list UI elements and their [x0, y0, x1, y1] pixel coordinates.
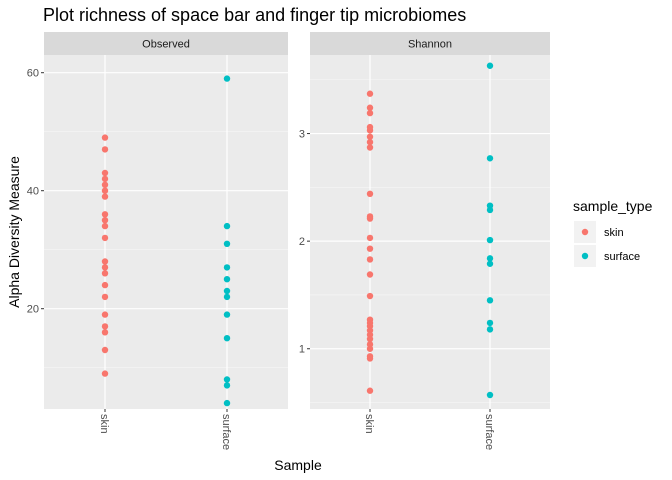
x-tick-label: skin [98, 414, 110, 434]
data-point-surface [486, 391, 494, 399]
data-point-skin [366, 387, 374, 394]
data-point-skin [101, 146, 109, 153]
data-point-skin [101, 346, 109, 354]
y-tick-label: 1 [299, 344, 305, 356]
data-point-skin [366, 90, 374, 97]
data-point-skin [101, 281, 109, 289]
data-point-skin [366, 292, 374, 300]
x-tick-label: surface [220, 414, 232, 450]
data-point-skin [366, 144, 374, 151]
data-point-surface [223, 399, 231, 407]
data-point-skin [101, 270, 109, 277]
legend-title: sample_type [573, 198, 653, 214]
y-tick-label: 20 [27, 304, 39, 316]
data-point-skin [366, 234, 374, 242]
legend-marker-surface [581, 252, 589, 260]
data-point-surface [223, 335, 231, 342]
data-point-skin [101, 134, 109, 141]
legend: sample_type skin surface [573, 198, 653, 267]
data-point-surface [486, 236, 494, 244]
data-point-surface [486, 206, 494, 214]
data-point-surface [486, 260, 494, 267]
data-point-surface [223, 240, 231, 247]
panel-observed: Observed 20 40 60 skin surface [27, 32, 288, 450]
x-tick-label: surface [483, 414, 495, 450]
facet-strip [310, 32, 550, 55]
x-tick-label: skin [363, 414, 375, 434]
data-point-skin [101, 169, 109, 177]
data-point-skin [366, 104, 374, 111]
data-point-skin [101, 222, 109, 230]
data-point-skin [101, 175, 109, 183]
data-point-skin [366, 335, 374, 343]
chart-title: Plot richness of space bar and finger ti… [43, 5, 466, 25]
y-axis-title: Alpha Diversity Measure [6, 156, 22, 308]
data-point-skin [366, 345, 374, 352]
panel-shannon: Shannon 1 2 3 skin surface [299, 32, 550, 450]
data-point-skin [366, 133, 374, 140]
data-point-skin [366, 245, 374, 252]
data-point-skin [366, 109, 374, 117]
facet-strip-label: Observed [142, 39, 190, 51]
data-point-surface [486, 326, 494, 333]
data-point-skin [101, 311, 109, 318]
data-point-surface [223, 311, 231, 318]
facet-strip [44, 32, 288, 55]
data-point-surface [486, 155, 494, 162]
facet-strip-label: Shannon [408, 39, 452, 51]
data-point-surface [486, 297, 494, 304]
data-point-skin [366, 138, 374, 146]
legend-label-skin: skin [604, 227, 624, 239]
data-point-skin [101, 187, 109, 194]
data-point-surface [223, 293, 231, 301]
data-point-skin [366, 271, 374, 278]
facet-panels: Observed 20 40 60 skin surface Shannon 1 2 3 skin s… [27, 32, 550, 450]
data-point-surface [486, 255, 494, 262]
panel-background [44, 55, 288, 409]
data-point-surface [223, 276, 231, 283]
data-point-skin [366, 355, 374, 362]
data-point-surface [486, 319, 494, 327]
y-tick-label: 2 [299, 236, 305, 248]
y-tick-label: 40 [27, 186, 39, 198]
data-point-surface [223, 75, 231, 82]
x-axis-title: Sample [274, 457, 322, 473]
data-point-skin [366, 256, 374, 263]
data-point-skin [101, 329, 109, 336]
data-point-skin [101, 293, 109, 301]
data-point-skin [101, 258, 109, 265]
legend-label-surface: surface [604, 251, 640, 263]
data-point-skin [101, 193, 109, 200]
data-point-skin [101, 370, 109, 377]
data-point-skin [101, 211, 109, 218]
data-point-surface [223, 376, 231, 383]
data-point-skin [366, 215, 374, 222]
data-point-skin [101, 323, 109, 330]
legend-marker-skin [581, 228, 589, 236]
data-point-skin [101, 234, 109, 242]
data-point-skin [366, 190, 374, 198]
data-point-skin [366, 127, 374, 134]
data-point-surface [223, 382, 231, 389]
data-point-surface [223, 222, 231, 230]
data-point-surface [223, 287, 231, 295]
y-tick-label: 60 [27, 68, 39, 80]
data-point-skin [101, 217, 109, 224]
data-point-skin [101, 264, 109, 271]
data-point-surface [486, 62, 494, 69]
data-point-skin [101, 181, 109, 188]
panel-background [310, 55, 550, 409]
data-point-surface [223, 264, 231, 271]
y-tick-label: 3 [299, 129, 305, 141]
